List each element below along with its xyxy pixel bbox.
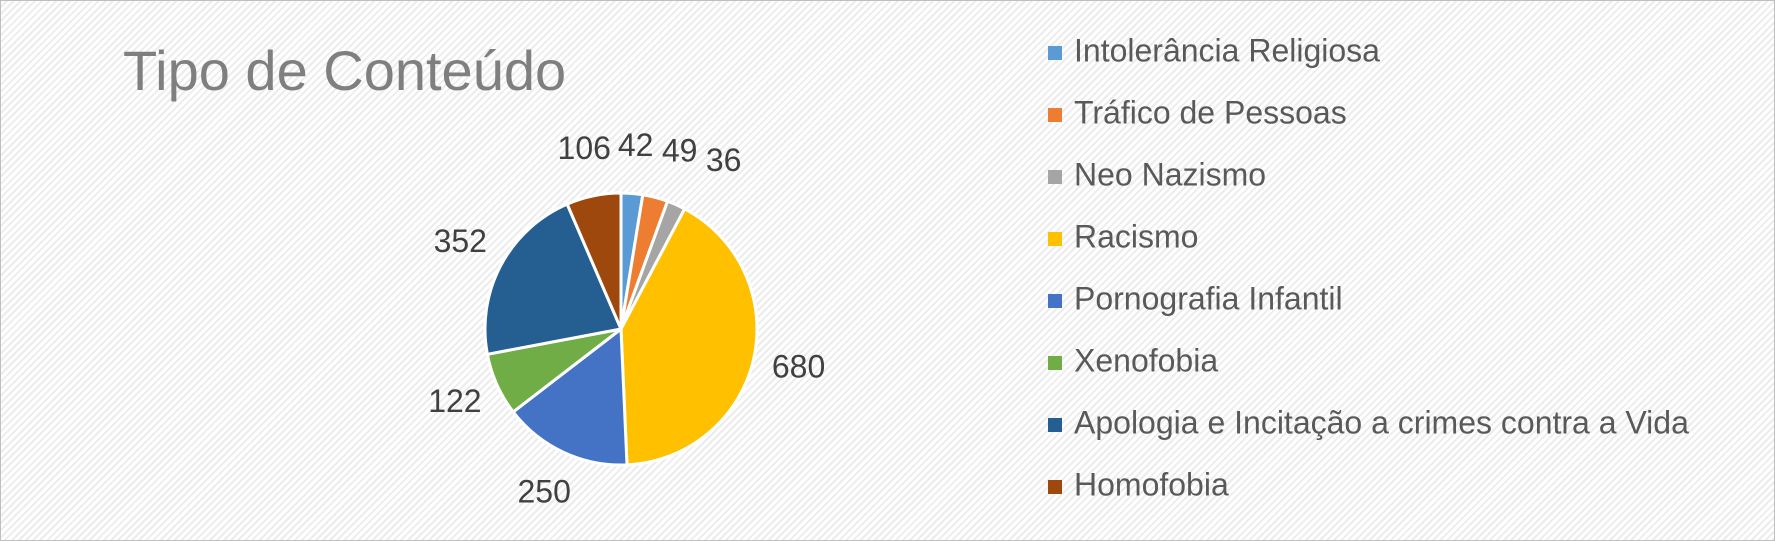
data-label: 49 (662, 132, 698, 168)
legend-label: Tráfico de Pessoas (1074, 94, 1347, 130)
data-label: 106 (558, 130, 611, 166)
legend-label: Homofobia (1074, 466, 1229, 502)
data-label: 42 (618, 127, 654, 163)
data-label: 36 (706, 142, 742, 178)
data-label: 680 (772, 348, 825, 384)
legend-swatch (1048, 108, 1062, 122)
pie-slice (619, 206, 759, 467)
data-label: 352 (434, 223, 487, 259)
legend-swatch (1048, 480, 1062, 494)
legend-swatch (1048, 170, 1062, 184)
pie-slice (565, 191, 623, 330)
chart-title: Tipo de Conteúdo (123, 39, 566, 102)
legend-swatch (1048, 294, 1062, 308)
pie-slice (483, 202, 624, 357)
legend-label: Apologia e Incitação a crimes contra a V… (1074, 404, 1689, 440)
legend-label: Xenofobia (1074, 342, 1218, 378)
legend-label: Neo Nazismo (1074, 156, 1266, 192)
data-label: 250 (518, 473, 571, 509)
data-label: 122 (428, 383, 481, 419)
legend-swatch (1048, 46, 1062, 60)
legend-label: Intolerância Religiosa (1074, 32, 1380, 68)
legend-swatch (1048, 356, 1062, 370)
legend-label: Racismo (1074, 218, 1198, 254)
pie-slice (511, 326, 629, 467)
legend-label: Pornografia Infantil (1074, 280, 1343, 316)
legend-swatch (1048, 418, 1062, 432)
legend-swatch (1048, 232, 1062, 246)
